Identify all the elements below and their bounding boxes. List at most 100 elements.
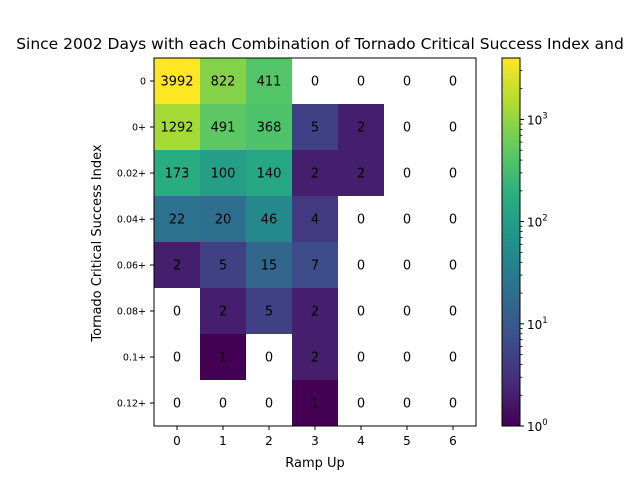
cell-value-label: 7 [311, 259, 319, 274]
cell-value-label: 1 [311, 397, 319, 412]
cell-value-label: 5 [265, 305, 273, 320]
heatmap-cell-r6-c1 [200, 334, 246, 380]
cell-value-label: 2 [219, 305, 227, 320]
cell-value-label: 0 [403, 167, 411, 182]
heatmap-cell-r4-c5 [384, 242, 430, 288]
cell-value-label: 0 [449, 397, 457, 412]
heatmap-cell-r3-c6 [430, 196, 476, 242]
y-tick-label: 0.1+ [123, 353, 146, 364]
cell-value-label: 0 [403, 75, 411, 90]
heatmap-cell-r4-c4 [338, 242, 384, 288]
heatmap-cell-r2-c2 [246, 150, 292, 196]
cell-value-label: 100 [211, 167, 236, 182]
cell-value-label: 0 [357, 259, 365, 274]
cell-value-label: 2 [357, 167, 365, 182]
heatmap-cell-r1-c5 [384, 104, 430, 150]
cell-value-label: 3992 [160, 75, 193, 90]
heatmap-cell-r0-c0 [154, 58, 200, 104]
heatmap-cell-r5-c2 [246, 288, 292, 334]
cell-value-label: 0 [449, 351, 457, 366]
cell-value-label: 0 [449, 75, 457, 90]
cell-value-label: 0 [357, 351, 365, 366]
heatmap-cell-r0-c6 [430, 58, 476, 104]
y-axis: 0 0+ 0.02+ 0.04+ 0.06+ 0.08+ 0.1+ 0.12+ [117, 77, 154, 410]
heatmap-cell-r0-c4 [338, 58, 384, 104]
cell-value-label: 0 [403, 121, 411, 136]
heatmap-cell-r6-c3 [292, 334, 338, 380]
heatmap-cell-r6-c5 [384, 334, 430, 380]
y-tick-label: 0.12+ [117, 399, 146, 410]
cell-value-label: 2 [311, 305, 319, 320]
heatmap-cell-r0-c3 [292, 58, 338, 104]
cell-value-label: 0 [449, 259, 457, 274]
heatmap-cell-r5-c5 [384, 288, 430, 334]
cell-value-label: 0 [403, 259, 411, 274]
cell-value-label: 2 [311, 351, 319, 366]
cell-value-label: 0 [265, 351, 273, 366]
y-tick-label: 0.02+ [117, 169, 146, 180]
x-tick-label: 4 [357, 434, 365, 448]
cell-value-label: 0 [265, 397, 273, 412]
heatmap-cell-r7-c2 [246, 380, 292, 426]
cell-value-label: 46 [261, 213, 278, 228]
x-tick-label: 6 [449, 434, 457, 448]
heatmap-cell-r6-c2 [246, 334, 292, 380]
cell-value-label: 0 [357, 213, 365, 228]
cell-value-label: 0 [449, 305, 457, 320]
cell-value-label: 5 [219, 259, 227, 274]
x-tick-label: 0 [173, 434, 181, 448]
heatmap-cell-r4-c0 [154, 242, 200, 288]
heatmap-cell-r0-c5 [384, 58, 430, 104]
cell-value-label: 15 [261, 259, 278, 274]
heatmap-cell-r3-c2 [246, 196, 292, 242]
heatmap-cell-r4-c6 [430, 242, 476, 288]
colorbar-tick-label: 100 [527, 418, 548, 434]
heatmap-cell-r3-c1 [200, 196, 246, 242]
x-tick-label: 1 [219, 434, 227, 448]
x-axis: 0 1 2 3 4 5 6 [173, 426, 457, 448]
cell-value-label: 0 [311, 75, 319, 90]
heatmap-cell-r7-c0 [154, 380, 200, 426]
cell-value-label: 0 [403, 305, 411, 320]
cell-value-label: 140 [257, 167, 282, 182]
heatmap-cell-r3-c5 [384, 196, 430, 242]
heatmap-cell-r2-c0 [154, 150, 200, 196]
heatmap-cell-r0-c2 [246, 58, 292, 104]
heatmap-cell-r6-c6 [430, 334, 476, 380]
heatmap-cell-r2-c5 [384, 150, 430, 196]
y-tick-label: 0+ [132, 123, 146, 134]
x-tick-label: 2 [265, 434, 273, 448]
cell-value-label: 0 [449, 213, 457, 228]
cell-value-label: 0 [357, 397, 365, 412]
x-tick-label: 5 [403, 434, 411, 448]
heatmap-cell-r6-c0 [154, 334, 200, 380]
colorbar-tick-label: 101 [527, 316, 548, 332]
cell-value-label: 2 [173, 259, 181, 274]
heatmap-cell-r1-c0 [154, 104, 200, 150]
cell-value-label: 0 [449, 121, 457, 136]
y-tick-label: 0 [140, 77, 146, 88]
y-tick-label: 0.08+ [117, 307, 146, 318]
heatmap-cell-r1-c1 [200, 104, 246, 150]
heatmap-cell-r1-c3 [292, 104, 338, 150]
y-axis-label: Tornado Critical Success Index [90, 144, 105, 343]
colorbar: 100 101 102 103 [501, 57, 548, 434]
heatmap-cell-r2-c3 [292, 150, 338, 196]
cell-value-label: 0 [403, 213, 411, 228]
heatmap-cell-r1-c6 [430, 104, 476, 150]
heatmap-cell-r5-c3 [292, 288, 338, 334]
heatmap-cell-r7-c6 [430, 380, 476, 426]
y-tick-label: 0.04+ [117, 215, 146, 226]
cell-value-label: 0 [357, 75, 365, 90]
y-tick-label: 0.06+ [117, 261, 146, 272]
heatmap-cell-r7-c1 [200, 380, 246, 426]
cell-value-label: 5 [311, 121, 319, 136]
cell-value-label: 0 [173, 305, 181, 320]
x-tick-label: 3 [311, 434, 319, 448]
heatmap-cell-r6-c4 [338, 334, 384, 380]
chart-title: Since 2002 Days with each Combination of… [16, 35, 624, 53]
x-axis-label: Ramp Up [285, 456, 345, 471]
heatmap-cell-r2-c1 [200, 150, 246, 196]
cell-value-label: 0 [173, 351, 181, 366]
